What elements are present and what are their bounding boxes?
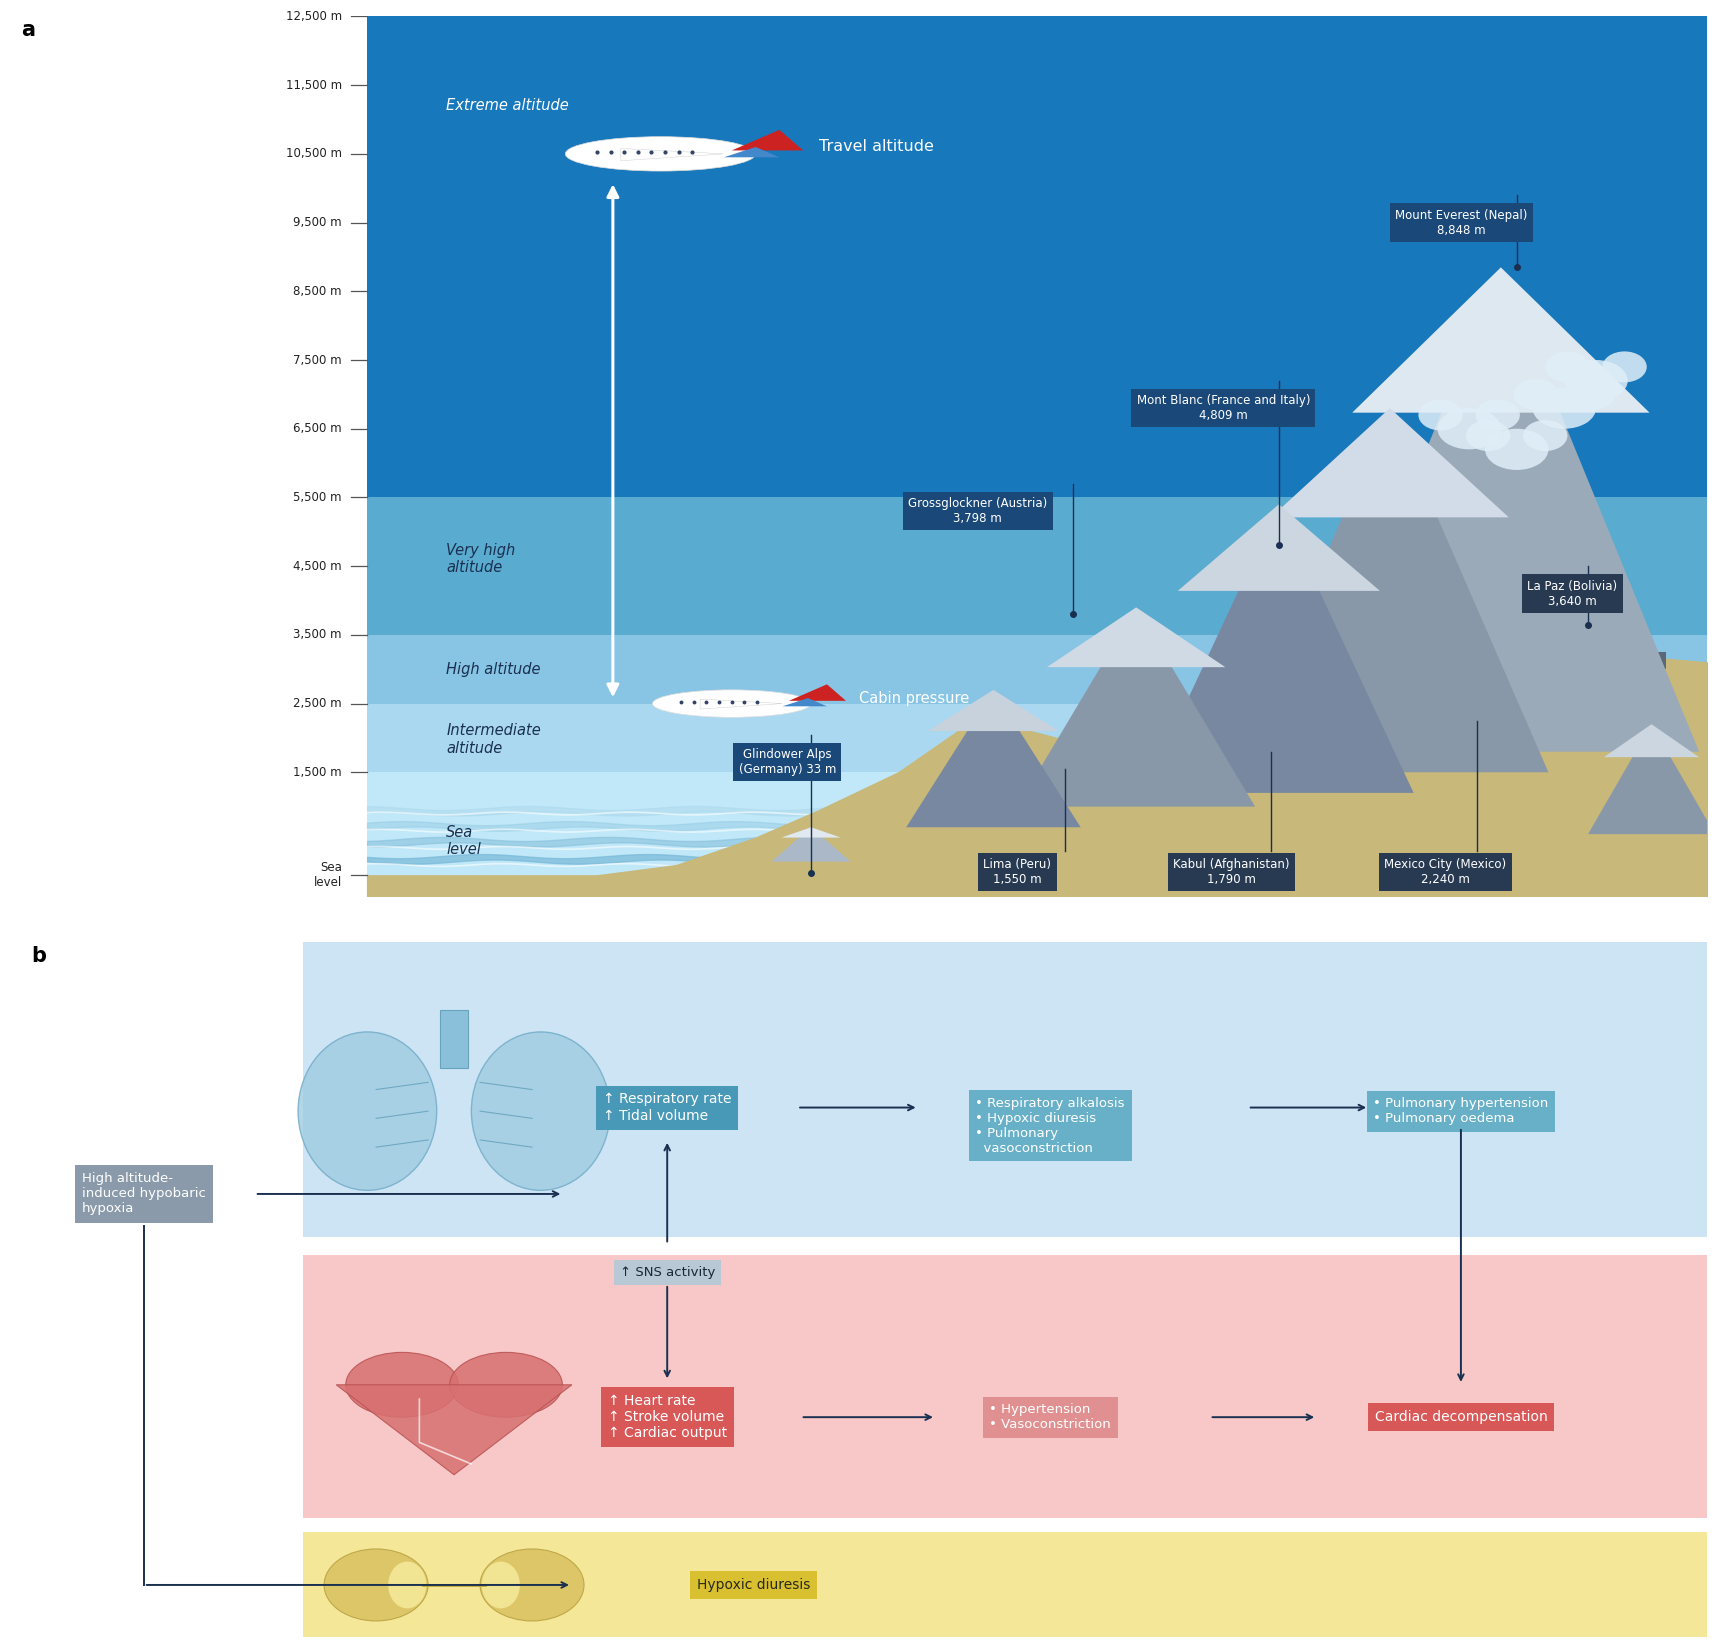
Bar (1588, 656, 1602, 669)
Text: • Hypertension
• Vasoconstriction: • Hypertension • Vasoconstriction (989, 1404, 1110, 1432)
Ellipse shape (480, 1549, 584, 1621)
Text: Very high
altitude: Very high altitude (447, 543, 516, 575)
Text: Mont Blanc (France and Italy)
4,809 m: Mont Blanc (France and Italy) 4,809 m (1136, 395, 1309, 423)
Bar (303, 942, 1706, 1238)
Bar (1541, 649, 1554, 669)
Ellipse shape (1484, 429, 1548, 470)
Polygon shape (1604, 725, 1697, 758)
Polygon shape (906, 690, 1081, 827)
Ellipse shape (324, 1549, 428, 1621)
Polygon shape (1178, 505, 1379, 590)
Text: Lima (Peru)
1,550 m: Lima (Peru) 1,550 m (982, 858, 1051, 886)
Text: Cabin pressure: Cabin pressure (857, 690, 968, 705)
Ellipse shape (1522, 421, 1566, 450)
Text: 12,500 m: 12,500 m (286, 10, 341, 23)
Text: Extreme altitude: Extreme altitude (447, 99, 568, 113)
Bar (367, 635, 1706, 704)
Text: a: a (21, 20, 35, 39)
Bar (1573, 653, 1585, 669)
Text: 6,500 m: 6,500 m (293, 423, 341, 436)
Ellipse shape (450, 1353, 563, 1417)
Text: 2,500 m: 2,500 m (293, 697, 341, 710)
Ellipse shape (653, 690, 811, 717)
Bar (367, 773, 1706, 896)
Ellipse shape (1569, 378, 1614, 409)
Bar (1621, 649, 1633, 669)
Polygon shape (1270, 408, 1509, 518)
Ellipse shape (565, 136, 755, 171)
Polygon shape (1143, 505, 1413, 792)
Ellipse shape (1417, 399, 1462, 431)
Ellipse shape (471, 1032, 610, 1190)
Polygon shape (1046, 607, 1225, 667)
Polygon shape (1302, 268, 1697, 751)
Polygon shape (771, 827, 850, 861)
Text: Sea
level: Sea level (447, 825, 481, 857)
Text: Mexico City (Mexico)
2,240 m: Mexico City (Mexico) 2,240 m (1384, 858, 1505, 886)
Text: Intermediate
altitude: Intermediate altitude (447, 723, 540, 756)
Text: b: b (31, 945, 47, 965)
Polygon shape (783, 699, 826, 707)
Polygon shape (781, 827, 840, 837)
Text: 1,500 m: 1,500 m (293, 766, 341, 779)
Ellipse shape (346, 1353, 459, 1417)
Bar (367, 704, 1706, 773)
Text: 9,500 m: 9,500 m (293, 215, 341, 229)
Text: 5,500 m: 5,500 m (293, 492, 341, 505)
Ellipse shape (1602, 352, 1645, 383)
Text: Hypoxic diuresis: Hypoxic diuresis (696, 1578, 811, 1591)
Bar (440, 1011, 468, 1069)
Text: ↑ Respiratory rate
↑ Tidal volume: ↑ Respiratory rate ↑ Tidal volume (603, 1093, 731, 1123)
Text: ↑ SNS activity: ↑ SNS activity (618, 1266, 715, 1279)
Text: 4,500 m: 4,500 m (293, 559, 341, 572)
Ellipse shape (1474, 399, 1519, 431)
Bar (1604, 656, 1618, 669)
Bar (303, 1532, 1706, 1637)
Text: Grossglockner (Austria)
3,798 m: Grossglockner (Austria) 3,798 m (908, 496, 1046, 524)
Text: Travel altitude: Travel altitude (819, 140, 934, 155)
Polygon shape (724, 146, 779, 158)
Ellipse shape (1545, 352, 1588, 383)
Polygon shape (788, 684, 845, 700)
Bar (367, 16, 1706, 498)
Polygon shape (1017, 607, 1254, 807)
Bar (1637, 656, 1649, 669)
Text: 3,500 m: 3,500 m (293, 628, 341, 641)
Text: Sea
level: Sea level (313, 861, 341, 889)
Ellipse shape (481, 1562, 520, 1608)
Ellipse shape (1436, 408, 1500, 449)
Text: High altitude-
induced hypobaric
hypoxia: High altitude- induced hypobaric hypoxia (81, 1172, 206, 1215)
Polygon shape (1230, 408, 1548, 773)
Ellipse shape (1512, 378, 1557, 409)
Polygon shape (1587, 725, 1715, 834)
Text: 10,500 m: 10,500 m (286, 148, 341, 161)
Ellipse shape (1465, 421, 1510, 450)
Ellipse shape (1564, 360, 1626, 401)
Text: Kabul (Afghanistan)
1,790 m: Kabul (Afghanistan) 1,790 m (1173, 858, 1289, 886)
Bar (1652, 649, 1664, 669)
Text: High altitude: High altitude (447, 663, 540, 677)
Text: 7,500 m: 7,500 m (293, 353, 341, 367)
Text: • Respiratory alkalosis
• Hypoxic diuresis
• Pulmonary
  vasoconstriction: • Respiratory alkalosis • Hypoxic diures… (975, 1097, 1124, 1154)
Bar (303, 1254, 1706, 1517)
Text: Glindower Alps
(Germany) 33 m: Glindower Alps (Germany) 33 m (738, 748, 835, 776)
Polygon shape (700, 699, 783, 709)
Polygon shape (336, 1384, 572, 1475)
Text: 11,500 m: 11,500 m (286, 79, 341, 92)
Bar (1557, 654, 1569, 669)
Ellipse shape (1531, 388, 1595, 429)
Polygon shape (928, 690, 1058, 732)
Text: La Paz (Bolivia)
3,640 m: La Paz (Bolivia) 3,640 m (1526, 580, 1616, 608)
Text: Cardiac decompensation: Cardiac decompensation (1373, 1411, 1547, 1424)
Text: • Pulmonary hypertension
• Pulmonary oedema: • Pulmonary hypertension • Pulmonary oed… (1372, 1097, 1548, 1124)
Ellipse shape (298, 1032, 436, 1190)
Ellipse shape (388, 1562, 426, 1608)
Text: ↑ Heart rate
↑ Stroke volume
↑ Cardiac output: ↑ Heart rate ↑ Stroke volume ↑ Cardiac o… (608, 1394, 726, 1440)
Polygon shape (620, 148, 724, 161)
Bar (367, 498, 1706, 635)
Polygon shape (1351, 268, 1649, 413)
Text: Mount Everest (Nepal)
8,848 m: Mount Everest (Nepal) 8,848 m (1394, 209, 1526, 237)
Polygon shape (731, 130, 802, 151)
Text: 8,500 m: 8,500 m (293, 284, 341, 298)
